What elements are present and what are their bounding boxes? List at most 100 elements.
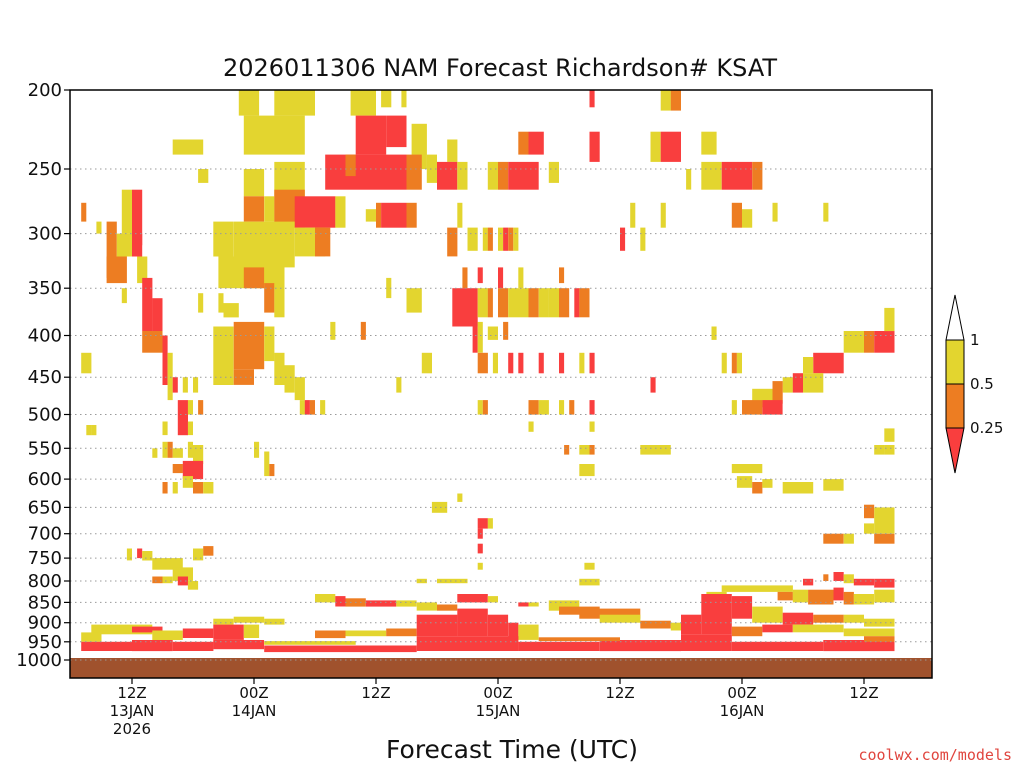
- ri-cell-207: [874, 507, 895, 534]
- ri-cell-64: [447, 227, 458, 257]
- ri-cell-164: [559, 400, 565, 415]
- ri-cell-232: [721, 585, 793, 592]
- ri-cell-29: [548, 161, 559, 183]
- ri-cell-134: [803, 357, 814, 374]
- ri-cell-222: [203, 546, 214, 556]
- ri-cell-242: [808, 589, 834, 605]
- x-tick-label-1-1: 14JAN: [232, 702, 277, 720]
- ri-cell-100: [121, 288, 127, 304]
- ri-cell-163: [538, 400, 549, 415]
- ri-cell-82: [386, 277, 392, 299]
- ri-cell-104: [142, 331, 163, 353]
- ri-cell-289: [864, 618, 895, 627]
- ri-cell-265: [81, 632, 102, 642]
- ri-cell-4: [401, 90, 407, 108]
- ri-cell-155: [198, 400, 204, 415]
- ri-cell-267: [152, 630, 183, 640]
- x-tick-label-5-1: 16JAN: [720, 702, 765, 720]
- ri-cell-212: [477, 543, 483, 554]
- ri-cell-59: [132, 233, 143, 257]
- ri-cell-14: [518, 131, 529, 155]
- ri-cell-240: [874, 578, 895, 588]
- ri-cell-225: [177, 576, 188, 586]
- ri-cell-11: [386, 115, 407, 148]
- ri-cell-234: [777, 591, 793, 601]
- ri-cell-38: [132, 189, 143, 246]
- ri-cell-197: [193, 482, 204, 494]
- ri-cell-119: [477, 352, 488, 374]
- ri-cell-283: [701, 594, 732, 635]
- y-tick-label-250: 250: [28, 159, 62, 180]
- ri-cell-187: [884, 445, 895, 455]
- ri-cell-215: [874, 533, 895, 544]
- ri-cell-31: [243, 169, 265, 197]
- ri-cell-8: [243, 115, 305, 155]
- ri-cell-112: [284, 365, 295, 393]
- ri-cell-49: [457, 202, 463, 228]
- ri-cell-201: [762, 479, 773, 488]
- ri-cell-229: [416, 578, 427, 584]
- ri-cell-198: [203, 482, 214, 494]
- ri-cell-175: [162, 441, 168, 458]
- ri-cell-194: [162, 482, 168, 494]
- x-tick-label-0-2: 2026: [113, 720, 151, 738]
- ri-cell-276: [386, 628, 417, 637]
- gridlines: [70, 168, 932, 661]
- ri-cell-250: [365, 600, 397, 607]
- ri-cell-189: [182, 460, 204, 480]
- ri-cell-44: [365, 209, 376, 222]
- ri-cell-16: [589, 131, 600, 162]
- x-tick-label-3-1: 15JAN: [476, 702, 521, 720]
- ri-cell-54: [772, 202, 778, 222]
- ri-cell-171: [528, 421, 534, 432]
- ri-cell-10: [355, 115, 387, 155]
- ri-cell-269: [213, 618, 234, 625]
- y-tick-label-700: 700: [28, 524, 62, 545]
- y-tick-label-650: 650: [28, 497, 62, 518]
- ri-cell-150: [762, 400, 783, 415]
- ri-cell-68: [498, 227, 504, 251]
- ri-cell-65: [467, 227, 478, 251]
- ri-cell-173: [884, 428, 895, 442]
- ri-cell-307: [538, 637, 620, 642]
- ri-cell-231: [584, 562, 595, 570]
- ri-cell-224: [162, 576, 173, 584]
- x-tick-label-1-0: 00Z: [239, 684, 268, 702]
- ri-cell-202: [782, 482, 814, 494]
- ri-cell-132: [736, 352, 742, 374]
- ri-cell-219: [152, 558, 183, 570]
- ri-cell-115: [472, 321, 478, 353]
- ri-cell-153: [177, 400, 188, 436]
- ri-cell-53: [742, 209, 753, 228]
- ri-cell-165: [569, 400, 575, 415]
- ri-cell-83: [406, 288, 422, 313]
- x-tick-label-0-0: 12Z: [117, 684, 146, 702]
- ri-cell-101: [198, 293, 204, 313]
- ri-cell-246: [874, 589, 895, 603]
- ri-cell-87: [518, 267, 524, 289]
- ri-cell-270: [233, 616, 265, 623]
- ri-cell-226: [187, 581, 199, 590]
- ri-cell-141: [193, 377, 199, 393]
- ri-cell-218: [142, 551, 153, 561]
- ri-cell-281: [518, 624, 539, 640]
- ri-cell-147: [803, 373, 824, 393]
- ri-cell-169: [162, 421, 168, 436]
- ri-cell-260: [579, 608, 641, 619]
- ri-cell-146: [792, 373, 803, 393]
- ri-cell-52: [731, 202, 742, 228]
- ri-cell-182: [564, 445, 570, 455]
- ri-cell-273: [243, 624, 260, 638]
- ri-cell-216: [126, 548, 132, 561]
- ri-cell-245: [853, 594, 875, 605]
- ri-cell-297: [213, 640, 265, 650]
- ri-cell-125: [579, 352, 585, 374]
- ri-cell-306: [264, 641, 356, 645]
- ri-cell-253: [437, 604, 458, 611]
- ri-cell-34: [721, 161, 753, 190]
- ri-cell-72: [620, 227, 626, 251]
- ri-cell-174: [152, 448, 158, 458]
- ri-cell-193: [731, 464, 763, 474]
- ri-cell-24: [437, 161, 458, 190]
- ri-cell-108: [233, 321, 265, 370]
